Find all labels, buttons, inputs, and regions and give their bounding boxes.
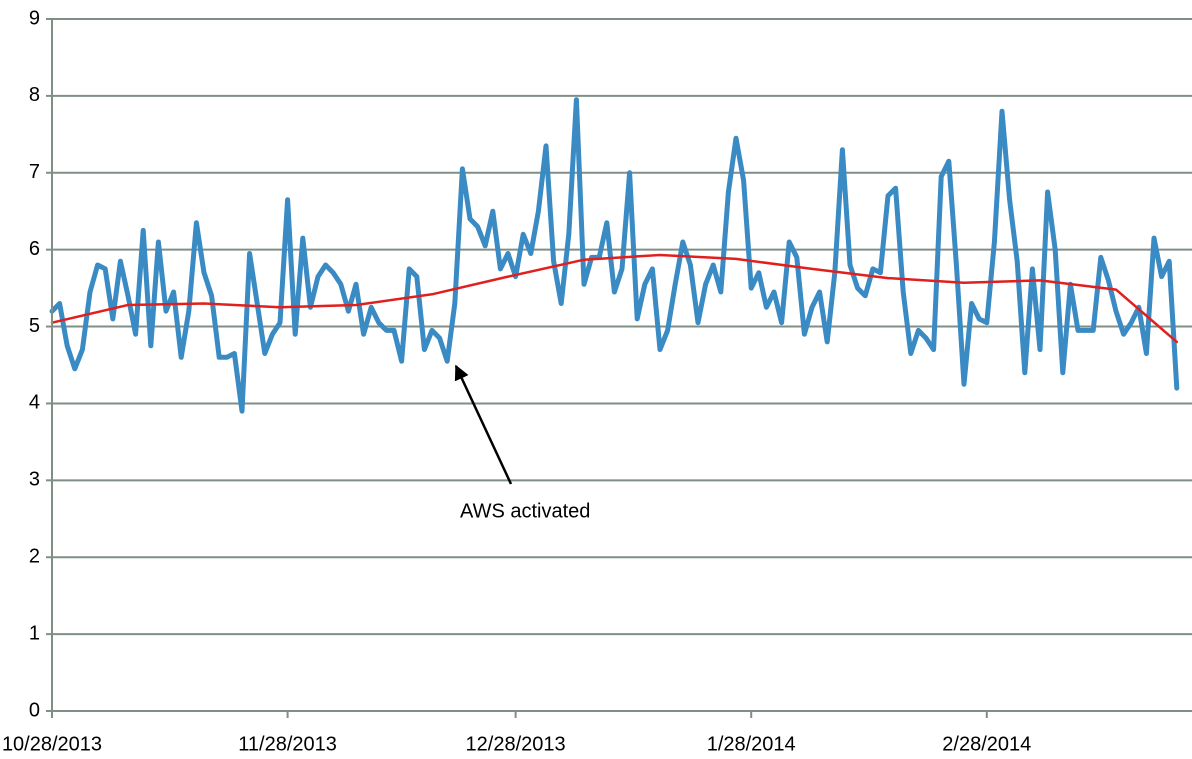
y-tick-label: 8 [29, 84, 40, 106]
plot-area [49, 97, 1180, 414]
x-tick-label: 2/28/2014 [942, 733, 1031, 755]
y-tick-label: 0 [29, 699, 40, 721]
trend-line [50, 253, 1179, 344]
annotation-arrow [454, 364, 513, 485]
y-tick-label: 2 [29, 546, 40, 568]
y-tick-label: 6 [29, 238, 40, 260]
x-tick-label: 12/28/2013 [466, 733, 566, 755]
x-tick-label: 10/28/2013 [2, 733, 102, 755]
y-tick-label: 3 [29, 469, 40, 491]
y-tick-label: 4 [29, 392, 40, 414]
y-tick-label: 7 [29, 161, 40, 183]
x-tick-label: 11/28/2013 [238, 733, 337, 755]
y-tick-label: 9 [29, 7, 40, 29]
annotation: AWS activated [460, 500, 590, 522]
y-tick-label: 1 [29, 622, 40, 644]
x-tick-label: 1/28/2014 [707, 733, 796, 755]
y-tick-label: 5 [29, 315, 40, 337]
data-line [49, 97, 1180, 414]
grid [52, 18, 1192, 712]
axes: 0 1 2 3 4 5 6 7 8 9 10/28/2013 11/28/2013 12/28/2013… [2, 7, 1192, 755]
